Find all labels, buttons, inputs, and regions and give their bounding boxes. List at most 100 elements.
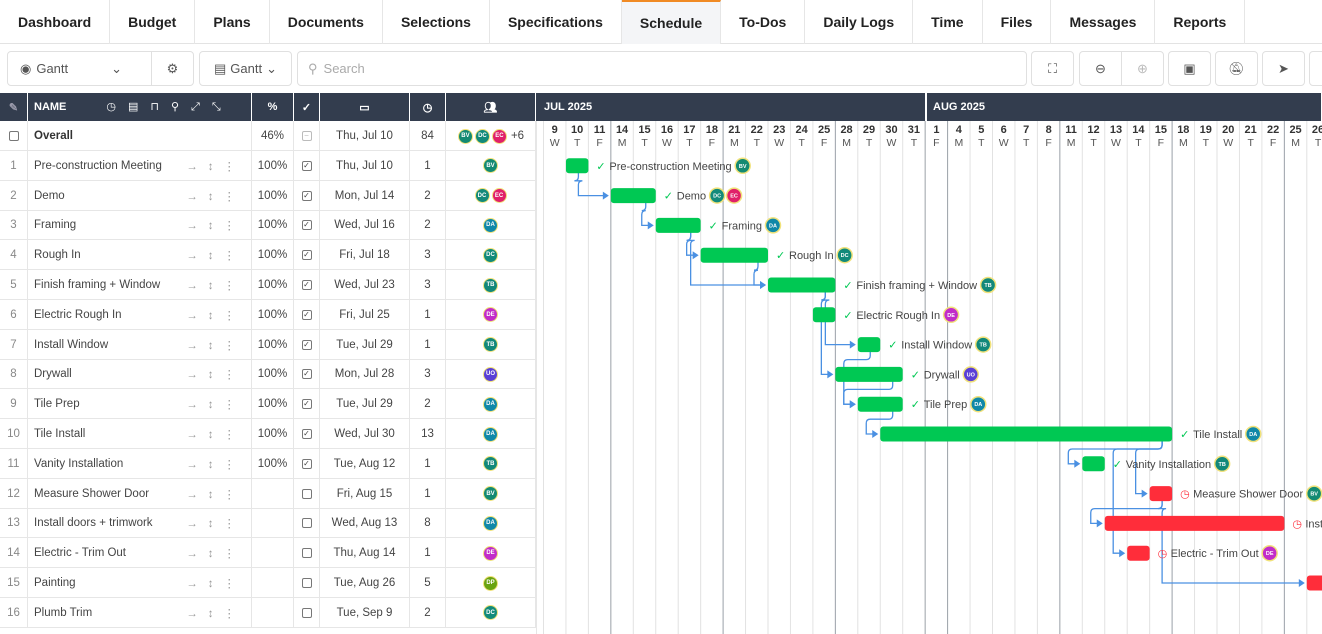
task-row[interactable]: 8 Drywall →↕⋮ 100% ✓ Mon, Jul 28 3 UO — [0, 359, 536, 390]
assignees[interactable]: DC — [446, 597, 536, 628]
task-row[interactable]: 14 Electric - Trim Out →↕⋮ Thu, Aug 14 1… — [0, 538, 536, 569]
row-actions[interactable]: →↕⋮ — [186, 218, 245, 232]
more-vertical-icon[interactable]: ⋮ — [223, 548, 245, 561]
assignees[interactable]: DE — [446, 538, 536, 569]
row-actions[interactable]: →↕⋮ — [186, 248, 245, 262]
tab-to-dos[interactable]: To-Dos — [721, 0, 806, 44]
arrow-right-icon[interactable]: → — [186, 518, 208, 531]
task-bar-label[interactable]: Install Window — [901, 340, 972, 352]
more-button[interactable] — [1309, 51, 1322, 86]
notifications-off-button[interactable]: 🔕︎ — [1215, 51, 1258, 86]
more-vertical-icon[interactable]: ⋮ — [223, 280, 245, 292]
more-vertical-icon[interactable]: ⋮ — [223, 488, 245, 501]
task-bar[interactable] — [610, 188, 656, 204]
settings-button[interactable]: ⚙ — [151, 51, 194, 86]
avatar[interactable]: EC — [491, 188, 507, 204]
avatar[interactable]: DC — [474, 188, 490, 204]
view-select[interactable]: ◉ Gantt ⌄ — [7, 51, 152, 86]
select-all-checkbox[interactable] — [8, 131, 19, 141]
task-row[interactable]: 10 Tile Install →↕⋮ 100% ✓ Wed, Jul 30 1… — [0, 419, 536, 449]
task-row[interactable]: 5 Finish framing + Window →↕⋮ 100% ✓ Wed… — [0, 270, 536, 300]
layout-select[interactable]: ▤ Gantt ⌄ — [199, 51, 292, 86]
overall-row[interactable]: Overall 46% − Thu, Jul 10 84 BV DC EC +6 — [0, 121, 536, 151]
assignees[interactable]: BV — [446, 478, 536, 509]
task-bar-label[interactable]: Finish framing + Window — [856, 280, 977, 292]
assignees[interactable]: DA — [446, 389, 536, 420]
avatar[interactable]: DP — [483, 575, 498, 591]
task-bar[interactable] — [1127, 545, 1150, 561]
task-name-cell[interactable]: Finish framing + Window →↕⋮ — [28, 270, 252, 300]
complete-checkbox[interactable]: ✓ — [294, 359, 320, 390]
row-actions[interactable]: →↕⋮ — [186, 576, 245, 590]
tab-documents[interactable]: Documents — [270, 0, 383, 44]
task-bar[interactable] — [1149, 486, 1173, 502]
move-icon[interactable]: ↕ — [207, 518, 224, 531]
arrow-right-icon[interactable]: → — [186, 458, 208, 471]
edit-icon[interactable]: ✎ — [0, 93, 28, 121]
row-actions[interactable]: →↕⋮ — [186, 159, 245, 173]
task-name-cell[interactable]: Install doors + trimwork →↕⋮ — [28, 508, 252, 539]
assignees[interactable]: DC EC — [446, 180, 536, 211]
move-icon[interactable]: ↕ — [207, 250, 224, 263]
arrow-right-icon[interactable]: → — [186, 548, 208, 561]
task-bar-label[interactable]: Framing — [722, 220, 762, 232]
complete-checkbox[interactable]: ✓ — [294, 150, 320, 181]
row-actions[interactable]: →↕⋮ — [186, 427, 245, 441]
arrow-right-icon[interactable]: → — [186, 160, 208, 173]
tab-schedule[interactable]: Schedule — [621, 0, 722, 44]
zoom-out-button[interactable]: ⊖ — [1079, 51, 1122, 86]
avatar[interactable]: BV — [457, 128, 473, 144]
task-name-cell[interactable]: Framing →↕⋮ — [28, 210, 252, 241]
task-bar[interactable] — [835, 366, 903, 382]
fullscreen-button[interactable]: ⛶ — [1031, 51, 1074, 86]
avatar[interactable]: DE — [483, 545, 498, 561]
more-vertical-icon[interactable]: ⋮ — [223, 607, 245, 620]
task-name-cell[interactable]: Tile Prep →↕⋮ — [28, 389, 252, 420]
complete-checkbox[interactable]: ✓ — [294, 329, 320, 360]
row-actions[interactable]: →↕⋮ — [186, 308, 245, 322]
arrow-right-icon[interactable]: → — [186, 578, 208, 590]
name-column-header[interactable]: NAME ◷▤⊓⚲⤢⤡ — [28, 93, 252, 121]
task-bar[interactable] — [857, 396, 903, 412]
task-bar[interactable] — [1306, 575, 1322, 591]
tab-messages[interactable]: Messages — [1051, 0, 1156, 44]
arrow-right-icon[interactable]: → — [186, 488, 208, 501]
row-actions[interactable]: →↕⋮ — [186, 367, 245, 381]
more-vertical-icon[interactable]: ⋮ — [223, 220, 245, 233]
arrow-right-icon[interactable]: → — [186, 280, 208, 292]
task-row[interactable]: 15 Painting →↕⋮ Tue, Aug 26 5 DP — [0, 568, 536, 598]
task-name-cell[interactable]: Pre-construction Meeting →↕⋮ — [28, 150, 252, 181]
task-bar-label[interactable]: Install doors + trimwork — [1305, 518, 1322, 530]
percent-column-header[interactable]: % — [252, 93, 294, 121]
task-name-cell[interactable]: Drywall →↕⋮ — [28, 359, 252, 390]
task-name-cell[interactable]: Overall — [28, 121, 252, 151]
complete-checkbox[interactable] — [294, 568, 320, 598]
task-bar[interactable] — [1104, 515, 1285, 531]
avatar[interactable]: DC — [483, 605, 498, 621]
task-bar[interactable] — [768, 277, 836, 293]
task-bar-label[interactable]: Rough In — [789, 250, 834, 262]
avatar[interactable]: DA — [483, 515, 498, 531]
assignees[interactable]: DA — [446, 210, 536, 241]
avatar[interactable]: UO — [483, 366, 498, 382]
arrow-right-icon[interactable]: → — [186, 607, 208, 620]
tab-files[interactable]: Files — [983, 0, 1052, 44]
arrow-right-icon[interactable]: → — [186, 429, 208, 441]
task-bar[interactable] — [1082, 456, 1105, 472]
complete-checkbox[interactable]: ✓ — [294, 389, 320, 420]
avatar[interactable]: TB — [483, 337, 498, 353]
calendar-button[interactable]: ▣ — [1168, 51, 1211, 86]
tab-selections[interactable]: Selections — [383, 0, 490, 44]
move-icon[interactable]: ↕ — [207, 488, 224, 501]
task-bar[interactable] — [565, 158, 589, 174]
avatar[interactable]: DE — [483, 307, 498, 323]
avatar[interactable]: TB — [483, 277, 498, 293]
task-row[interactable]: 1 Pre-construction Meeting →↕⋮ 100% ✓ Th… — [0, 150, 536, 181]
row-actions[interactable]: →↕⋮ — [186, 457, 245, 471]
move-icon[interactable]: ↕ — [207, 369, 224, 382]
assignees[interactable]: BV DC EC +6 — [446, 121, 536, 151]
complete-checkbox[interactable]: ✓ — [294, 210, 320, 241]
task-bar-label[interactable]: Tile Prep — [924, 399, 968, 411]
arrow-right-icon[interactable]: → — [186, 250, 208, 263]
row-actions[interactable]: →↕⋮ — [186, 487, 245, 501]
